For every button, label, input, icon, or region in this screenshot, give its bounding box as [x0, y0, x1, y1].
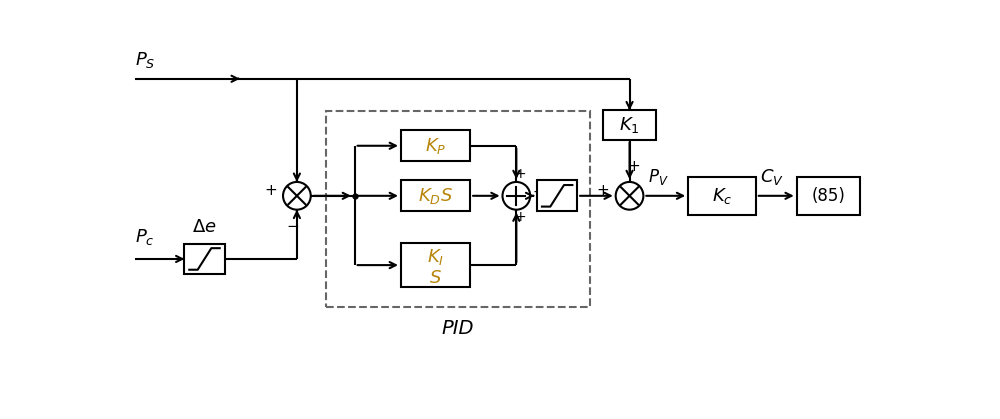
Bar: [401, 243, 470, 287]
Text: $P_V$: $P_V$: [648, 167, 669, 186]
Text: $\Delta e$: $\Delta e$: [192, 218, 217, 236]
Text: +: +: [532, 185, 544, 199]
Text: $P_S$: $P_S$: [135, 49, 156, 70]
Text: $-$: $-$: [286, 217, 300, 233]
Text: $K_P$: $K_P$: [425, 136, 446, 156]
Text: $P_c$: $P_c$: [135, 228, 155, 247]
Text: +: +: [596, 183, 609, 198]
Bar: [537, 181, 577, 211]
Text: $K_I$: $K_I$: [427, 247, 444, 266]
Bar: [401, 130, 470, 161]
Text: +: +: [627, 159, 640, 174]
Text: $K_1$: $K_1$: [619, 115, 640, 135]
Bar: [797, 176, 860, 215]
Text: $C_V$: $C_V$: [760, 167, 784, 186]
Bar: [326, 111, 590, 308]
Text: +: +: [514, 210, 526, 224]
Bar: [401, 181, 470, 211]
Text: $K_c$: $K_c$: [712, 186, 732, 206]
Text: PID: PID: [442, 319, 474, 338]
Text: +: +: [514, 167, 526, 181]
Text: $S$: $S$: [429, 269, 442, 287]
Bar: [688, 176, 756, 215]
Text: (85): (85): [811, 187, 845, 205]
Bar: [603, 110, 656, 140]
Text: $K_D S$: $K_D S$: [418, 186, 453, 206]
Text: +: +: [264, 183, 277, 198]
Bar: [184, 243, 225, 274]
